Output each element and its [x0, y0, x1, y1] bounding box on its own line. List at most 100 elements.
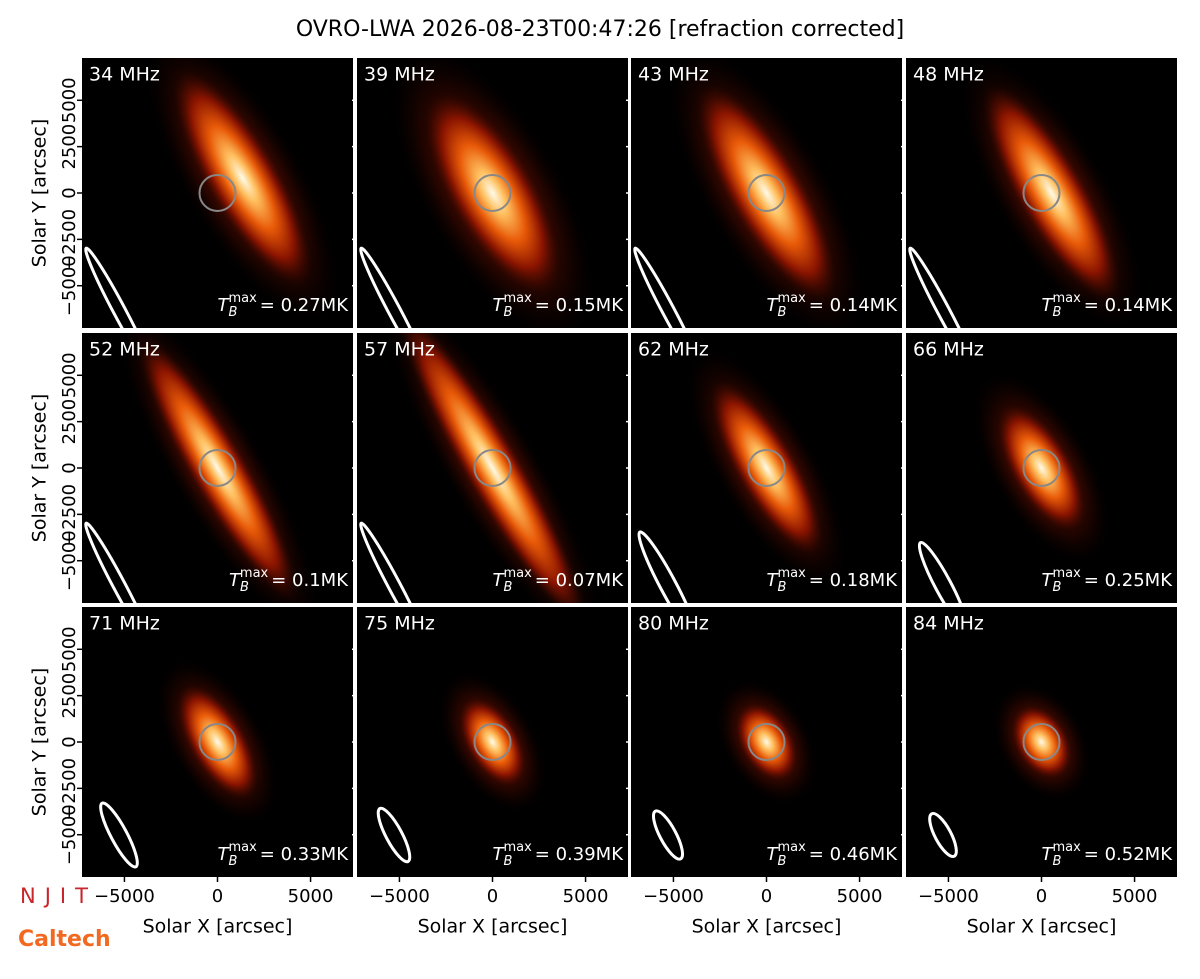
beam: [359, 246, 429, 328]
solar-disk: [1022, 174, 1061, 212]
x-tick-label: 5000: [1112, 886, 1158, 907]
tb-symbol: T: [1042, 570, 1055, 591]
y-tick-label: 5000: [59, 77, 80, 123]
frequency-label: 84 MHz: [913, 613, 984, 635]
y-tick-label: −5000: [59, 255, 80, 316]
y-tick-label: 5000: [59, 352, 80, 398]
tb-sub: B: [240, 580, 249, 595]
emission: [133, 333, 302, 603]
tb-sup: max: [503, 566, 532, 581]
tb-symbol: T: [493, 570, 506, 591]
panel-image: [357, 58, 628, 328]
frequency-label: 52 MHz: [89, 339, 160, 361]
frequency-label: 71 MHz: [89, 613, 160, 635]
x-tick-label: 0: [761, 886, 772, 907]
tb-symbol: T: [218, 295, 231, 316]
tb-value: = 0.07MK: [535, 570, 624, 591]
x-tick-label: −5000: [918, 886, 979, 907]
solar-disk: [747, 174, 786, 212]
y-tick-label: 2500: [59, 399, 80, 445]
tb-symbol: T: [1042, 844, 1055, 865]
x-axis-label: Solar X [arcsec]: [143, 916, 293, 938]
panel-image: [631, 607, 902, 877]
tb-sup: max: [240, 566, 269, 581]
tb-value: = 0.18MK: [809, 570, 898, 591]
beam: [917, 540, 969, 603]
x-tick-label: 5000: [288, 886, 334, 907]
tb-sup: max: [503, 291, 532, 306]
tb-sub: B: [504, 580, 513, 595]
x-tick-label: −5000: [94, 886, 155, 907]
emission: [169, 63, 316, 293]
beam: [637, 530, 699, 603]
panel-image: [82, 333, 353, 603]
y-tick-label: −5000: [59, 804, 80, 865]
panel-image: [906, 333, 1177, 603]
solar-disk: [1022, 449, 1061, 487]
solar-disk: [198, 723, 237, 761]
beam: [359, 521, 429, 603]
x-tick-label: 5000: [837, 886, 883, 907]
solar-disk: [473, 449, 512, 487]
panel: 80 MHz TBmax = 0.46MK −5000 0 5000 Solar X [ar…: [626, 607, 902, 938]
beam: [84, 521, 154, 603]
tb-sub: B: [1053, 580, 1062, 595]
x-tick-label: −5000: [643, 886, 704, 907]
y-tick-label: 2500: [59, 673, 80, 719]
beam: [84, 246, 154, 328]
y-axis-label: Solar Y [arcsec]: [29, 668, 51, 816]
tb-sup: max: [1052, 566, 1081, 581]
x-axis-label: Solar X [arcsec]: [418, 916, 568, 938]
frequency-label: 39 MHz: [364, 64, 435, 86]
tb-symbol: T: [493, 295, 506, 316]
tb-max-label: TBmax = 0.27MK: [218, 291, 350, 320]
y-tick-label: 5000: [59, 626, 80, 672]
tb-symbol: T: [1042, 295, 1055, 316]
tb-sub: B: [504, 305, 513, 320]
panel: 84 MHz TBmax = 0.52MK −5000 0 5000 Solar X [ar…: [901, 607, 1177, 938]
panel: 57 MHz TBmax = 0.07MK: [352, 333, 628, 608]
solar-disk: [473, 723, 512, 761]
frequency-label: 62 MHz: [638, 339, 709, 361]
y-axis-label: Solar Y [arcsec]: [29, 119, 51, 267]
x-tick-label: −5000: [369, 886, 430, 907]
tb-sup: max: [228, 840, 257, 855]
tb-value: = 0.46MK: [809, 844, 898, 865]
beam: [376, 806, 412, 864]
panel-image: [631, 58, 902, 328]
y-tick-label: −2500: [59, 758, 80, 819]
panel: 43 MHz TBmax = 0.14MK: [626, 58, 902, 333]
njit-logo: NJIT: [20, 884, 97, 908]
y-tick-label: −2500: [59, 484, 80, 545]
x-axis-label: Solar X [arcsec]: [692, 916, 842, 938]
x-tick-label: 0: [487, 886, 498, 907]
panel: 66 MHz TBmax = 0.25MK: [901, 333, 1177, 608]
emission: [174, 681, 261, 803]
tb-value: = 0.39MK: [535, 844, 624, 865]
solar-disk: [198, 449, 237, 487]
emission: [692, 78, 841, 308]
tb-value: = 0.33MK: [260, 844, 349, 865]
tb-max-label: TBmax = 0.14MK: [1042, 291, 1174, 320]
y-tick-label: 2500: [59, 124, 80, 170]
frequency-label: 57 MHz: [364, 339, 435, 361]
frequency-label: 34 MHz: [89, 64, 160, 86]
panel: 62 MHz TBmax = 0.18MK: [626, 333, 902, 608]
emission: [394, 333, 591, 603]
y-tick-label: −2500: [59, 209, 80, 270]
tb-sub: B: [229, 305, 238, 320]
emission: [994, 401, 1089, 535]
tb-sup: max: [1052, 291, 1081, 306]
solar-disk: [473, 174, 512, 212]
panel-image: [82, 58, 353, 328]
figure-title: OVRO-LWA 2026-08-23T00:47:26 [refraction…: [296, 17, 904, 42]
tb-sub: B: [778, 580, 787, 595]
emission: [733, 700, 800, 784]
panel: 48 MHz TBmax = 0.14MK: [901, 58, 1177, 333]
tb-symbol: T: [767, 295, 780, 316]
tb-max-label: TBmax = 0.46MK: [767, 840, 899, 869]
tb-sub: B: [778, 305, 787, 320]
